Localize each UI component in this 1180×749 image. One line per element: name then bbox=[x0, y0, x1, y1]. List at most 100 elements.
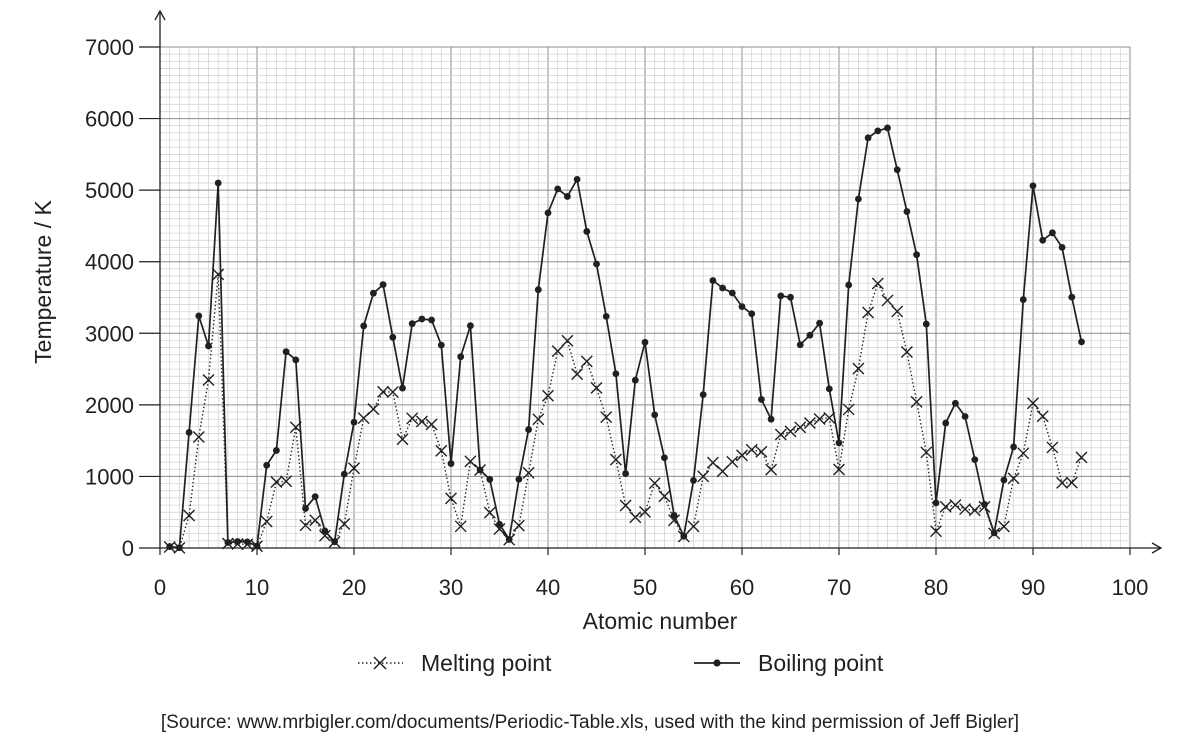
data-point-melting-point bbox=[910, 395, 923, 408]
data-point-boiling-point bbox=[1039, 236, 1047, 244]
data-point-boiling-point bbox=[583, 228, 591, 235]
legend-marker-dot bbox=[713, 659, 721, 667]
data-point-boiling-point bbox=[806, 331, 814, 339]
data-point-melting-point bbox=[1075, 451, 1088, 464]
data-point-boiling-point bbox=[816, 319, 823, 327]
data-point-boiling-point bbox=[331, 538, 338, 546]
x-tick-labels: 0 10 20 30 40 50 60 70 80 90 100 bbox=[154, 575, 1148, 600]
data-point-boiling-point bbox=[243, 538, 251, 546]
data-point-boiling-point bbox=[913, 251, 920, 259]
data-point-boiling-point bbox=[408, 320, 416, 328]
data-point-boiling-point bbox=[699, 391, 707, 399]
data-point-melting-point bbox=[386, 385, 399, 398]
data-point-melting-point bbox=[542, 389, 554, 402]
data-point-boiling-point bbox=[573, 176, 581, 183]
data-point-boiling-point bbox=[525, 426, 532, 433]
data-point-melting-point bbox=[318, 529, 331, 542]
data-point-boiling-point bbox=[932, 499, 940, 507]
data-point-melting-point bbox=[435, 444, 448, 457]
data-point-boiling-point bbox=[651, 411, 659, 419]
data-point-boiling-point bbox=[321, 527, 329, 535]
data-point-melting-point bbox=[862, 306, 875, 319]
data-point-boiling-point bbox=[496, 520, 503, 528]
data-point-melting-point bbox=[639, 505, 651, 518]
data-point-boiling-point bbox=[961, 413, 969, 420]
data-point-melting-point bbox=[871, 277, 884, 290]
data-point-boiling-point bbox=[903, 208, 911, 215]
data-point-melting-point bbox=[377, 385, 390, 398]
x-tick-label: 10 bbox=[245, 575, 269, 600]
legend-label-boiling-point: Boiling point bbox=[758, 650, 884, 676]
data-point-melting-point bbox=[658, 490, 671, 503]
data-point-boiling-point bbox=[263, 461, 271, 469]
data-point-melting-point bbox=[512, 519, 525, 532]
y-tick-label: 3000 bbox=[85, 321, 134, 346]
y-tick-label: 7000 bbox=[85, 35, 134, 60]
data-point-melting-point bbox=[774, 428, 787, 441]
data-point-melting-point bbox=[367, 403, 380, 416]
x-tick-label: 100 bbox=[1112, 575, 1149, 600]
y-tick-label: 4000 bbox=[85, 250, 134, 275]
data-point-melting-point bbox=[348, 462, 360, 475]
data-point-boiling-point bbox=[457, 353, 465, 361]
data-point-boiling-point bbox=[855, 195, 862, 203]
data-point-melting-point bbox=[580, 355, 593, 368]
data-point-boiling-point bbox=[864, 134, 872, 142]
data-point-melting-point bbox=[406, 412, 419, 425]
data-point-melting-point bbox=[1056, 476, 1069, 489]
data-point-boiling-point bbox=[370, 289, 377, 297]
data-point-melting-point bbox=[794, 421, 807, 434]
data-point-melting-point bbox=[697, 470, 710, 483]
x-axis-arrow bbox=[1151, 542, 1163, 554]
x-tick-label: 50 bbox=[633, 575, 657, 600]
data-point-melting-point bbox=[522, 466, 535, 479]
data-point-melting-point bbox=[745, 443, 758, 456]
data-point-melting-point bbox=[425, 418, 438, 431]
y-axis-arrow bbox=[154, 9, 166, 21]
data-point-boiling-point bbox=[399, 384, 406, 392]
y-tick-label: 1000 bbox=[85, 464, 134, 489]
y-tick-label: 0 bbox=[122, 536, 134, 561]
data-point-melting-point bbox=[784, 425, 797, 438]
data-point-boiling-point bbox=[418, 315, 426, 323]
data-point-boiling-point bbox=[379, 281, 387, 289]
data-point-boiling-point bbox=[486, 476, 494, 483]
data-point-boiling-point bbox=[971, 456, 979, 464]
data-point-melting-point bbox=[357, 412, 370, 425]
data-point-melting-point bbox=[551, 345, 564, 358]
data-point-boiling-point bbox=[1078, 338, 1085, 346]
data-point-boiling-point bbox=[1058, 244, 1066, 251]
data-point-melting-point bbox=[736, 449, 748, 462]
series-boiling-point bbox=[166, 124, 1085, 552]
data-point-melting-point bbox=[183, 509, 196, 522]
data-point-melting-point bbox=[968, 504, 981, 517]
data-point-boiling-point bbox=[166, 543, 174, 550]
data-point-boiling-point bbox=[952, 399, 959, 407]
data-point-boiling-point bbox=[787, 293, 794, 301]
data-point-boiling-point bbox=[777, 292, 785, 300]
legend-item-boiling-point: Boiling point bbox=[694, 650, 884, 676]
legend-marker-cross bbox=[373, 656, 387, 670]
data-point-boiling-point bbox=[690, 477, 697, 484]
data-point-boiling-point bbox=[1010, 443, 1017, 451]
data-point-boiling-point bbox=[350, 418, 358, 426]
data-point-melting-point bbox=[493, 522, 506, 535]
grid bbox=[159, 46, 1131, 549]
data-point-melting-point bbox=[891, 305, 904, 318]
data-point-boiling-point bbox=[874, 127, 882, 135]
data-point-boiling-point bbox=[447, 460, 455, 467]
data-point-boiling-point bbox=[476, 466, 484, 474]
data-point-melting-point bbox=[755, 445, 768, 458]
data-point-boiling-point bbox=[340, 470, 348, 478]
data-point-boiling-point bbox=[622, 470, 629, 477]
data-point-boiling-point bbox=[593, 260, 600, 268]
data-point-melting-point bbox=[629, 511, 642, 524]
data-point-boiling-point bbox=[224, 539, 232, 546]
x-tick-label: 30 bbox=[439, 575, 463, 600]
data-point-melting-point bbox=[338, 517, 351, 530]
data-point-melting-point bbox=[765, 463, 778, 476]
x-tick-label: 0 bbox=[154, 575, 166, 600]
data-point-melting-point bbox=[706, 456, 719, 469]
x-axis-title: Atomic number bbox=[583, 608, 738, 634]
data-point-boiling-point bbox=[389, 333, 397, 341]
